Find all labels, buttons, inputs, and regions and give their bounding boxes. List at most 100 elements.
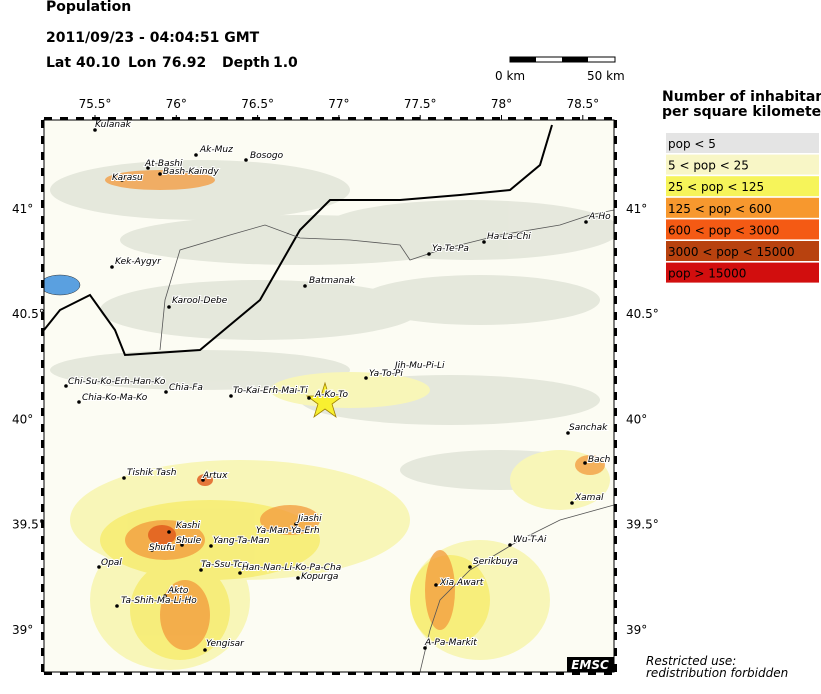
frame-dash: [508, 117, 516, 120]
logo-box: [567, 657, 614, 672]
frame-dash: [614, 296, 617, 304]
place-label: Yengisar: [206, 639, 245, 649]
lon-value: 76.92: [162, 55, 206, 71]
frame-dash: [614, 120, 617, 128]
place-label: Ha-La-Chi: [487, 232, 531, 242]
lat-label: 40.5°: [626, 307, 659, 321]
legend-swatch: [666, 219, 819, 240]
frame-dash: [380, 117, 388, 120]
lat-label: 40.5°: [12, 307, 45, 321]
place-label: Shule: [176, 536, 202, 546]
place-label: Batmanak: [309, 276, 356, 286]
lat-label: 39.5°: [626, 518, 659, 532]
place-dot: [115, 604, 119, 608]
place-dot: [307, 396, 311, 400]
frame-dash: [41, 456, 44, 464]
legend-swatch: [666, 262, 819, 283]
frame-dash: [614, 472, 617, 480]
frame-dash: [614, 648, 617, 656]
place-dot: [566, 431, 570, 435]
scale-end: 50 km: [587, 69, 625, 83]
lat-label: 40°: [12, 412, 33, 426]
lon-label: 76.5°: [241, 97, 274, 111]
frame-dash: [41, 440, 44, 448]
lat-label: 41°: [626, 202, 647, 216]
frame-dash: [41, 504, 44, 512]
place-label: Akto: [167, 586, 189, 596]
frame-dash: [92, 672, 100, 675]
place-dot: [203, 648, 207, 652]
frame-dash: [614, 168, 617, 176]
lat-label: Lat: [46, 55, 71, 71]
place-dot: [146, 166, 150, 170]
frame-dash: [614, 152, 617, 160]
lat-label: 39.5°: [12, 518, 45, 532]
frame-dash: [364, 117, 372, 120]
frame-dash: [188, 117, 196, 120]
frame-dash: [252, 117, 260, 120]
frame-dash: [460, 117, 468, 120]
frame-dash: [41, 632, 44, 640]
frame-dash: [614, 552, 617, 560]
frame-dash: [604, 117, 612, 120]
frame-dash: [540, 672, 548, 675]
frame-dash: [332, 117, 340, 120]
frame-dash: [236, 117, 244, 120]
frame-dash: [492, 672, 500, 675]
frame-dash: [108, 117, 116, 120]
frame-dash: [614, 520, 617, 528]
frame-dash: [614, 248, 617, 256]
place-dot: [303, 284, 307, 288]
legend-label: pop > 15000: [668, 267, 746, 281]
frame-dash: [41, 648, 44, 656]
legend-title: per square kilometer: [662, 104, 821, 120]
frame-dash: [41, 120, 44, 128]
frame-dash: [41, 248, 44, 256]
frame-dash: [300, 672, 308, 675]
frame-dash: [41, 184, 44, 192]
place-label: Shufu: [149, 543, 175, 553]
frame-dash: [76, 672, 84, 675]
place-dot: [158, 172, 162, 176]
place-label: Karool-Debe: [172, 296, 228, 306]
place-dot: [167, 530, 171, 534]
frame-dash: [41, 232, 44, 240]
frame-dash: [604, 672, 612, 675]
place-label: Kek-Aygyr: [115, 257, 162, 267]
frame-dash: [556, 117, 564, 120]
place-dot: [252, 538, 256, 542]
frame-dash: [396, 117, 404, 120]
place-dot: [201, 478, 205, 482]
place-label: Bosogo: [250, 151, 284, 161]
place-label: Jiashi: [296, 514, 322, 524]
frame-dash: [614, 232, 617, 240]
place-dot: [244, 158, 248, 162]
frame-dash: [614, 440, 617, 448]
place-label: A-Pa-Markit: [424, 638, 477, 648]
place-label: Kopurga: [301, 572, 338, 582]
frame-dash: [412, 117, 420, 120]
frame-dash: [614, 376, 617, 384]
place-dot: [110, 265, 114, 269]
frame-dash: [614, 504, 617, 512]
place-label: Ak-Muz: [199, 145, 233, 155]
place-label: A-Ko-To: [314, 390, 348, 400]
place-label: Xamal: [574, 493, 604, 503]
frame-dash: [614, 280, 617, 288]
title: Population: [46, 0, 131, 15]
frame-dash: [588, 672, 596, 675]
place-label: Yang-Ta-Man: [213, 536, 270, 546]
notice: Restricted use:: [646, 654, 736, 668]
frame-dash: [444, 672, 452, 675]
legend-label: 5 < pop < 25: [668, 159, 749, 173]
frame-dash: [41, 552, 44, 560]
frame-dash: [44, 117, 52, 120]
frame-dash: [204, 117, 212, 120]
frame-dash: [614, 424, 617, 432]
frame-dash: [41, 152, 44, 160]
frame-dash: [140, 117, 148, 120]
lat-value: 40.10: [76, 55, 121, 71]
place-dot: [64, 384, 68, 388]
place-dot: [194, 153, 198, 157]
